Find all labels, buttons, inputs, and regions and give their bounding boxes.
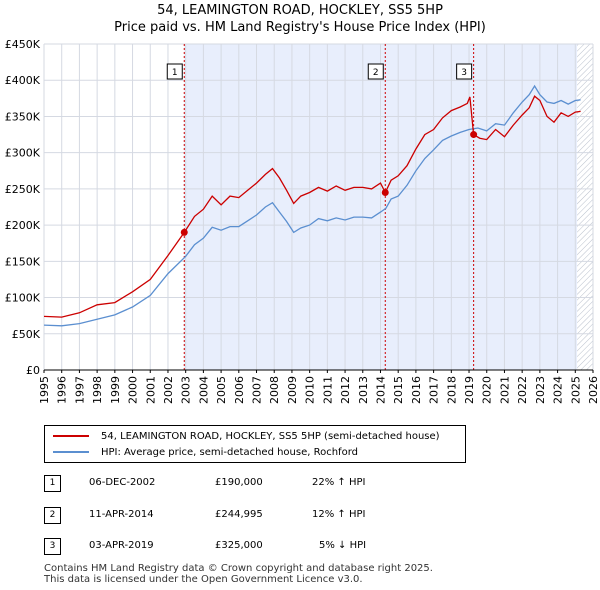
x-tick-label: 1998 [91, 376, 104, 404]
x-tick-label: 2010 [304, 376, 317, 404]
y-tick-label: £250K [5, 183, 41, 196]
x-tick-label: 1997 [73, 376, 86, 404]
transaction-price: £325,000 [215, 540, 263, 551]
legend-entry-hpi: HPI: Average price, semi-detached house,… [53, 444, 358, 460]
transaction-number: 3 [44, 538, 61, 555]
sale-1-label-box [166, 63, 183, 80]
chart-subtitle: Price paid vs. HM Land Registry's House … [114, 20, 486, 35]
transaction-date: 03-APR-2019 [89, 540, 154, 551]
x-tick-label: 2006 [233, 376, 246, 404]
x-tick-label: 1996 [56, 376, 69, 404]
x-tick-label: 2004 [197, 376, 210, 404]
y-tick-label: £150K [5, 255, 41, 268]
sale-1-label: 1 [172, 68, 178, 78]
chart-legend: 54, LEAMINGTON ROAD, HOCKLEY, SS5 5HP (s… [44, 425, 466, 463]
legend-label-price: 54, LEAMINGTON ROAD, HOCKLEY, SS5 5HP (s… [101, 430, 440, 442]
transaction-date: 11-APR-2014 [89, 509, 154, 520]
x-tick-label: 2011 [321, 376, 334, 404]
x-tick-label: 2014 [374, 376, 387, 404]
x-tick-label: 2021 [498, 376, 511, 404]
legend-swatch-price [53, 435, 89, 437]
x-tick-label: 2016 [410, 376, 423, 404]
transaction-price: £244,995 [215, 509, 263, 520]
x-tick-label: 2015 [392, 376, 405, 404]
legend-label-hpi: HPI: Average price, semi-detached house,… [101, 446, 358, 458]
y-tick-label: £300K [5, 147, 41, 160]
transaction-price: £190,000 [215, 477, 263, 488]
hatched-future-region [577, 44, 593, 370]
transaction-number: 1 [44, 475, 61, 492]
chart-title: 54, LEAMINGTON ROAD, HOCKLEY, SS5 5HP [157, 3, 443, 18]
footer-copyright: Contains HM Land Registry data © Crown c… [44, 563, 433, 574]
transaction-number: 2 [44, 507, 61, 524]
sale-2-label: 2 [373, 68, 379, 78]
footer-licence: This data is licensed under the Open Gov… [44, 574, 363, 585]
x-tick-label: 2018 [445, 376, 458, 404]
transaction-hpi-diff: 5% ↓ HPI [319, 540, 367, 551]
x-tick-label: 2003 [180, 376, 193, 404]
sale-3-label-box [456, 63, 473, 80]
x-tick-label: 1999 [109, 376, 122, 404]
x-tick-label: 2013 [357, 376, 370, 404]
x-tick-label: 2002 [162, 376, 175, 404]
y-tick-label: £400K [5, 74, 41, 87]
price-series-line [43, 95, 581, 318]
y-tick-label: £200K [5, 219, 41, 232]
x-tick-label: 2001 [144, 376, 157, 404]
sale-2-marker [381, 189, 389, 197]
sale-1-marker [180, 228, 188, 236]
legend-entry-price: 54, LEAMINGTON ROAD, HOCKLEY, SS5 5HP (s… [53, 428, 440, 444]
sale-2-label-box [367, 63, 384, 80]
x-tick-label: 2020 [481, 376, 494, 404]
x-tick-label: 2008 [268, 376, 281, 404]
x-tick-label: 2025 [569, 376, 582, 404]
x-tick-label: 2026 [587, 376, 600, 404]
x-tick-label: 2023 [534, 376, 547, 404]
transaction-date: 06-DEC-2002 [89, 477, 156, 488]
x-tick-label: 2005 [215, 376, 228, 404]
y-tick-label: £350K [5, 110, 41, 123]
sale-3-marker [470, 131, 478, 139]
x-tick-label: 2019 [463, 376, 476, 404]
x-tick-label: 2012 [339, 376, 352, 404]
price-chart: 1 2 3 £0 £50K £100K £150K £200K £250K £300K £350K… [5, 38, 600, 404]
y-tick-label: £50K [12, 328, 41, 341]
x-tick-label: 2007 [251, 376, 264, 404]
x-tick-label: 1995 [38, 376, 51, 404]
legend-swatch-hpi [53, 451, 89, 453]
x-tick-label: 2024 [552, 376, 565, 404]
sale-3-label: 3 [461, 68, 467, 78]
x-tick-label: 2000 [127, 376, 140, 404]
transaction-hpi-diff: 12% ↑ HPI [312, 509, 366, 520]
y-tick-label: £100K [5, 292, 41, 305]
y-tick-label: £0 [26, 364, 40, 377]
transaction-hpi-diff: 22% ↑ HPI [312, 477, 366, 488]
x-tick-label: 2022 [516, 376, 529, 404]
hpi-series-line [43, 84, 581, 327]
x-tick-label: 2017 [428, 376, 441, 404]
y-tick-label: £450K [5, 38, 41, 51]
x-tick-label: 2009 [286, 376, 299, 404]
